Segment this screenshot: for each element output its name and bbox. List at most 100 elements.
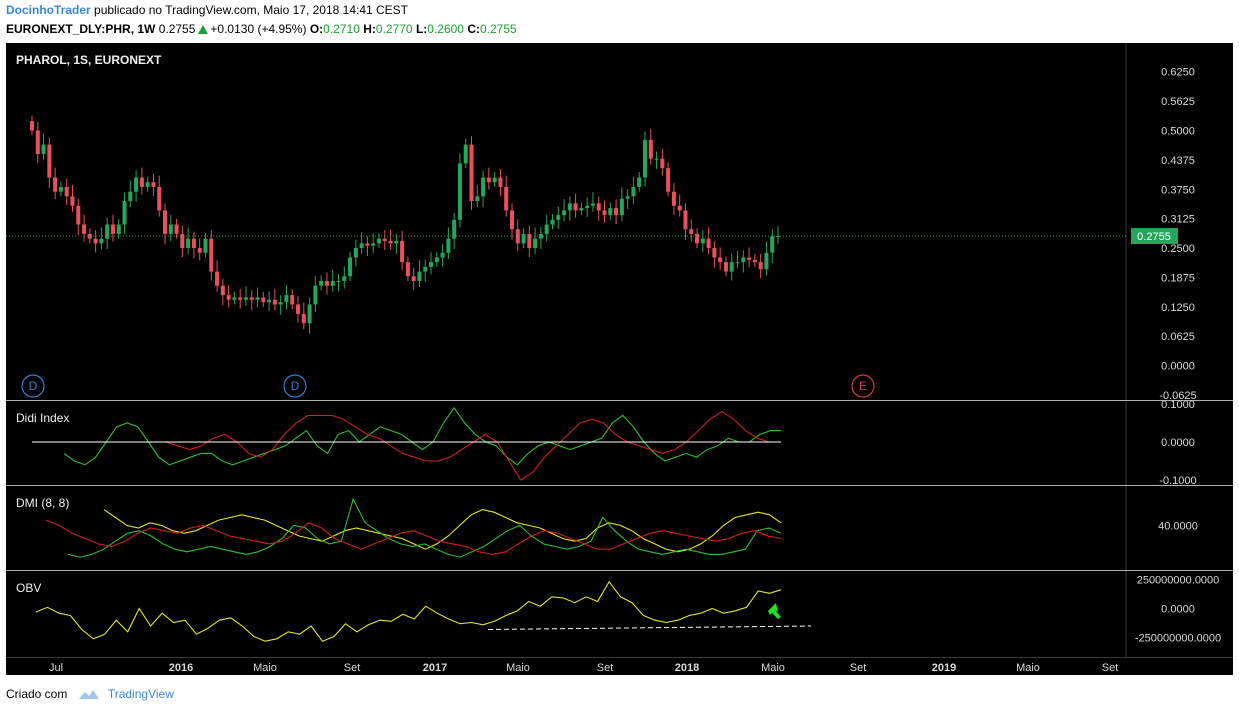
high-label: H: xyxy=(363,22,376,36)
candle-body xyxy=(509,210,515,230)
candle-body xyxy=(382,238,387,242)
time-axis-label: Set xyxy=(1102,662,1119,674)
tradingview-cloud-icon xyxy=(78,690,99,699)
candle-body xyxy=(99,238,104,244)
candle-body xyxy=(209,238,214,272)
candle-body xyxy=(637,177,642,187)
candle-body xyxy=(105,224,110,239)
chart-area[interactable]: 0.6250 0.5625 0.5000 0.4375 0.3750 0.3125 0.25… xyxy=(6,43,1233,675)
time-axis-label: 2019 xyxy=(932,662,956,674)
symbol-line: EURONEXT_DLY:PHR, 1W 0.2755 +0.0130 (+4.9… xyxy=(6,22,517,36)
candle-body xyxy=(232,297,237,300)
candle-body xyxy=(735,262,740,264)
publish-line: DocinhoTrader publicado no TradingView.c… xyxy=(6,3,408,17)
candle-body xyxy=(324,280,329,286)
last-price-tag-label: 0.2755 xyxy=(1137,231,1171,243)
candle-body xyxy=(567,203,572,211)
price-tick-label: 0.3125 xyxy=(1161,214,1195,226)
candle-body xyxy=(272,299,277,305)
indicator-tick-label: 0.0000 xyxy=(1161,604,1195,616)
created-with-label: Criado com xyxy=(6,687,68,701)
candle-body xyxy=(29,121,35,131)
footer: Criado com TradingView xyxy=(6,687,174,701)
candle-body xyxy=(741,257,746,263)
high-value: 0.2770 xyxy=(375,22,413,36)
candle-body xyxy=(544,224,549,234)
candle-body xyxy=(619,198,624,216)
candle-body xyxy=(579,208,584,211)
price-tick-label: 0.0625 xyxy=(1161,331,1195,343)
candle-body xyxy=(348,257,353,277)
indicator-title-1: Didi Index xyxy=(16,411,69,425)
time-axis-label: 2018 xyxy=(675,662,699,674)
candle-body xyxy=(215,271,220,286)
candle-body xyxy=(498,177,503,187)
time-axis-label: Maio xyxy=(253,662,277,674)
chart-svg[interactable]: 0.6250 0.5625 0.5000 0.4375 0.3750 0.3125 0.25… xyxy=(6,43,1233,675)
time-axis-label: Maio xyxy=(1016,662,1040,674)
candle-body xyxy=(556,215,561,220)
candle-body xyxy=(660,158,665,169)
candle-body xyxy=(226,295,231,300)
candle-body xyxy=(295,304,301,314)
candle-body xyxy=(492,177,497,183)
author-link[interactable]: DocinhoTrader xyxy=(6,3,91,17)
indicator-tick-label: 0.1000 xyxy=(1161,399,1195,411)
price-tick-label: 0.1875 xyxy=(1161,272,1195,284)
candle-body xyxy=(261,297,266,303)
indicator-title-2: DMI (8, 8) xyxy=(16,496,69,510)
candle-body xyxy=(602,210,607,216)
candle-body xyxy=(353,248,358,258)
candle-body xyxy=(764,252,769,270)
indicator-tick-label: -250000000.0000 xyxy=(1135,633,1221,645)
candle-body xyxy=(47,144,52,178)
candle-body xyxy=(423,266,428,272)
last-price-tag xyxy=(1131,228,1178,245)
candle-body xyxy=(631,186,636,197)
price-tick-label: 0.5000 xyxy=(1161,125,1195,137)
candle-body xyxy=(365,243,370,246)
indicator-title-3: OBV xyxy=(16,581,41,595)
candle-body xyxy=(151,182,156,187)
candle-body xyxy=(371,243,376,246)
candle-body xyxy=(35,130,40,155)
candle-body xyxy=(157,186,162,211)
candle-body xyxy=(417,271,422,281)
price-tick-label: 0.1250 xyxy=(1161,302,1195,314)
candle-body xyxy=(521,233,526,244)
candle-body xyxy=(527,233,532,249)
candle-body xyxy=(301,313,306,324)
candle-body xyxy=(677,205,682,211)
candle-body xyxy=(336,280,341,282)
candle-body xyxy=(712,248,717,258)
event-marker xyxy=(851,374,875,398)
candle-body xyxy=(457,163,462,220)
time-axis-label: Set xyxy=(850,662,867,674)
candle-body xyxy=(53,177,58,192)
candle-body xyxy=(116,224,121,234)
candle-body xyxy=(168,224,173,234)
candle-body xyxy=(550,219,555,225)
candle-body xyxy=(758,262,763,270)
price-tick-label: 0.2500 xyxy=(1161,243,1195,255)
candle-body xyxy=(428,262,434,267)
time-axis-label: Maio xyxy=(761,662,785,674)
candle-body xyxy=(405,262,410,277)
time-axis-label: Maio xyxy=(506,662,530,674)
main-pane-title: PHAROL, 1S, EURONEXT xyxy=(16,53,162,67)
dmi-line-1 xyxy=(67,497,782,558)
candle-body xyxy=(76,205,81,225)
candle-body xyxy=(515,229,520,244)
candle-body xyxy=(64,186,69,197)
candle-body xyxy=(70,196,75,206)
price-tick-label: 0.4375 xyxy=(1161,155,1195,167)
candle-body xyxy=(128,191,133,202)
candle-body xyxy=(284,295,289,303)
tradingview-link[interactable]: TradingView xyxy=(107,687,174,701)
candle-body xyxy=(313,285,318,305)
candle-body xyxy=(729,262,734,272)
candle-body xyxy=(446,238,451,253)
candle-body xyxy=(82,224,87,234)
candle-body xyxy=(197,248,202,253)
candle-body xyxy=(590,203,595,206)
